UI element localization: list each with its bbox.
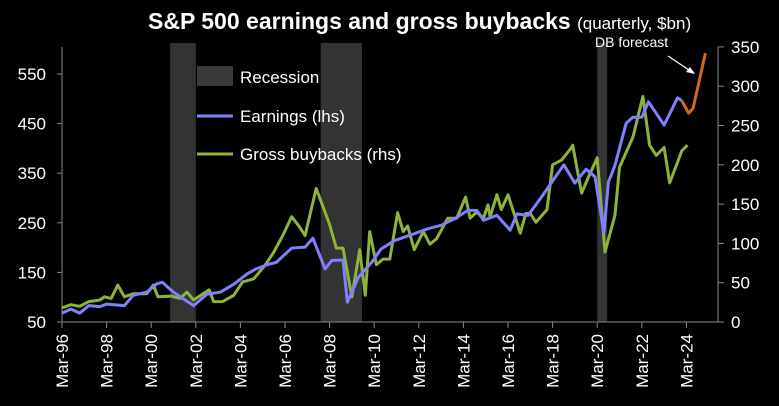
- forecast-arrowhead: [686, 67, 695, 74]
- series-lines: [61, 52, 707, 315]
- y-right-tick-label: 50: [731, 274, 750, 293]
- legend-earnings-label: Earnings (lhs): [240, 107, 345, 126]
- x-tick-label: Mar-16: [499, 334, 518, 388]
- recession-band-2001: [170, 43, 196, 322]
- forecast-line: [680, 52, 707, 115]
- earnings-line: [61, 96, 683, 315]
- legend-buybacks-label: Gross buybacks (rhs): [240, 145, 402, 164]
- x-tick-label: Mar-06: [276, 334, 295, 388]
- legend-recession-label: Recession: [240, 68, 319, 87]
- x-tick-label: Mar-10: [365, 334, 384, 388]
- recession-bands: [170, 43, 608, 322]
- x-tick-label: Mar-24: [677, 334, 696, 388]
- y-right-tick-label: 100: [731, 234, 759, 253]
- x-tick-label: Mar-08: [321, 334, 340, 388]
- legend-recession-swatch: [197, 66, 233, 86]
- y-right-tick-label: 0: [731, 313, 740, 332]
- x-tick-label: Mar-02: [187, 334, 206, 388]
- forecast-arrow: [667, 55, 693, 73]
- x-tick-label: Mar-96: [53, 334, 72, 388]
- forecast-annotation: DB forecast: [595, 34, 668, 50]
- y-left-tick-label: 250: [18, 214, 46, 233]
- buybacks-line: [61, 94, 689, 310]
- y-right-tick-label: 350: [731, 38, 759, 57]
- y-left-tick-label: 550: [18, 65, 46, 84]
- recession-band-2020: [597, 43, 608, 322]
- legend: Recession Earnings (lhs) Gross buybacks …: [197, 66, 402, 164]
- x-tick-label: Mar-14: [454, 334, 473, 388]
- y-left-tick-label: 450: [18, 115, 46, 134]
- y-right-tick-label: 300: [731, 77, 759, 96]
- x-tick-label: Mar-22: [633, 334, 652, 388]
- y-right-tick-label: 150: [731, 195, 759, 214]
- x-tick-label: Mar-00: [142, 334, 161, 388]
- x-tick-label: Mar-98: [98, 334, 117, 388]
- x-tick-label: Mar-20: [588, 334, 607, 388]
- y-left-tick-label: 50: [27, 313, 46, 332]
- chart-subtitle: (quarterly, $bn): [577, 14, 691, 33]
- chart-title: S&P 500 earnings and gross buybacks (qua…: [148, 8, 691, 34]
- y-right-tick-label: 200: [731, 156, 759, 175]
- x-tick-label: Mar-04: [231, 334, 250, 388]
- y-right-tick-label: 250: [731, 117, 759, 136]
- axes: Mar-96 Mar-98 Mar-00 Mar-02 Mar-04 Mar-06 Mar-…: [18, 38, 760, 388]
- x-tick-label: Mar-12: [410, 334, 429, 388]
- y-left-tick-label: 350: [18, 164, 46, 183]
- x-tick-label: Mar-18: [544, 334, 563, 388]
- y-left-tick-label: 150: [18, 263, 46, 282]
